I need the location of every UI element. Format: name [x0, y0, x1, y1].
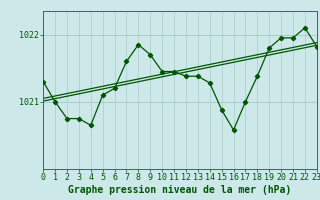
X-axis label: Graphe pression niveau de la mer (hPa): Graphe pression niveau de la mer (hPa) [68, 185, 292, 195]
